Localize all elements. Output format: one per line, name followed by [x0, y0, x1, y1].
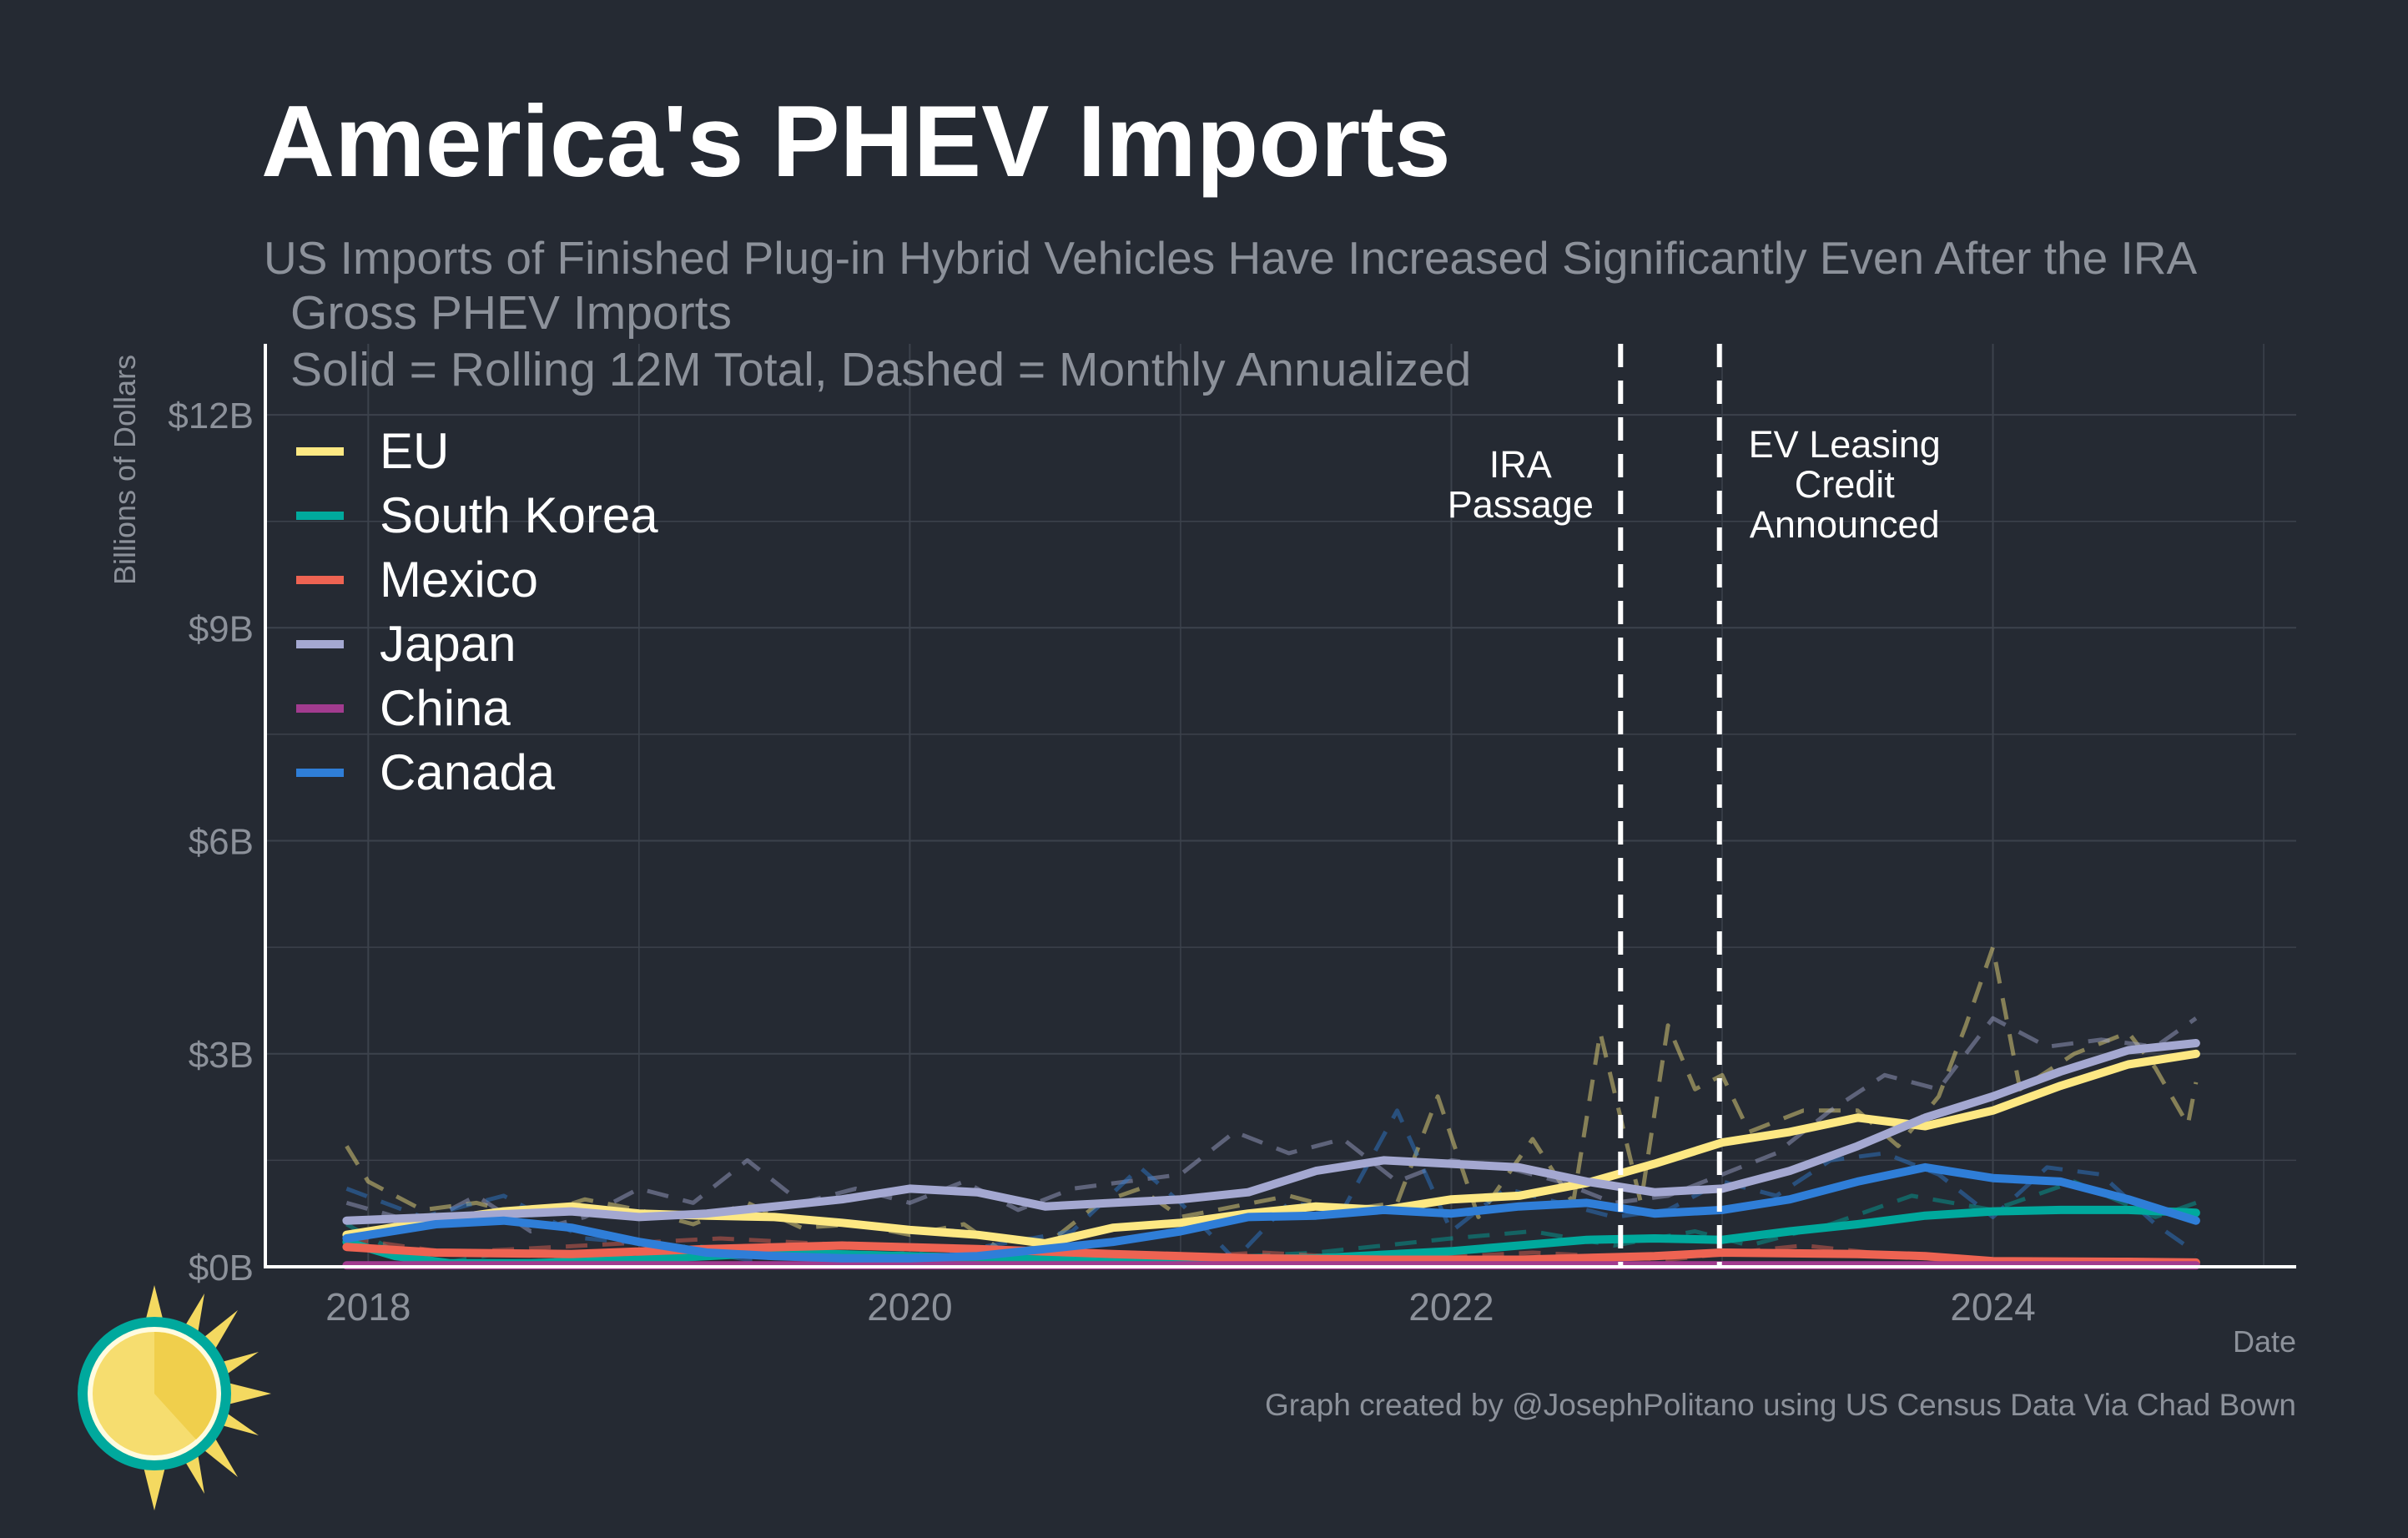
series-dashed-eu	[345, 945, 2199, 1255]
legend-label: Mexico	[380, 552, 538, 608]
rolling-12m-lines	[342, 1039, 2200, 1270]
series-dashed-japan	[345, 1016, 2198, 1233]
y-tick-label: $9B	[189, 608, 254, 649]
chart-title: America's PHEV Imports	[261, 84, 1451, 198]
y-tick-label: $12B	[168, 396, 254, 436]
source-caption: Graph created by @JosephPolitano using U…	[1265, 1388, 2296, 1422]
x-axis-label: Date	[2233, 1324, 2296, 1359]
legend-label: Japan	[380, 616, 516, 672]
series-line-japan	[342, 1039, 2200, 1225]
legend-label: EU	[380, 423, 449, 479]
annotation-label: Announced	[1750, 503, 1940, 546]
y-tick-label: $6B	[189, 822, 254, 863]
series-dashed-canada	[345, 1108, 2198, 1262]
y-tick-label: $3B	[189, 1035, 254, 1076]
y-axis-label: Billions of Dollars	[108, 355, 142, 585]
x-tick-label: 2018	[325, 1285, 411, 1329]
annotation-label: EV Leasing	[1749, 423, 1941, 466]
legend-label: China	[380, 680, 511, 736]
x-tick-label: 2024	[1950, 1285, 2035, 1329]
y-tick-label: $0B	[189, 1248, 254, 1288]
grid-lines	[265, 344, 2296, 1268]
series-dashed-south-korea	[345, 1179, 2197, 1269]
panel-subtitle: Solid = Rolling 12M Total, Dashed = Mont…	[290, 343, 1471, 396]
chart-subtitle: US Imports of Finished Plug-in Hybrid Ve…	[264, 232, 2198, 284]
annotation-label: Credit	[1795, 463, 1896, 506]
annotation-label: IRA	[1489, 443, 1552, 486]
x-tick-label: 2020	[867, 1285, 952, 1329]
axes: $0B $3B $6B $9B $12B 2018 2020 2022 2024 Date Bill…	[108, 344, 2296, 1359]
legend-label: South Korea	[380, 487, 658, 543]
annotation-label: Passage	[1448, 483, 1594, 526]
legend-label: Canada	[380, 744, 556, 800]
series-line-canada	[342, 1162, 2200, 1263]
legend: EU South Korea Mexico Japan China Canada	[296, 423, 658, 800]
series-line-mexico	[342, 1241, 2200, 1267]
sun-logo	[78, 1285, 271, 1510]
sun-shade-icon	[154, 1331, 217, 1440]
x-tick-label: 2022	[1408, 1285, 1494, 1329]
panel-title: Gross PHEV Imports	[290, 286, 732, 340]
